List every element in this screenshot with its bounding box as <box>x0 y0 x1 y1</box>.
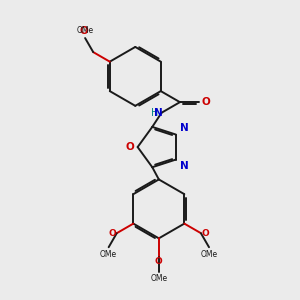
Text: O: O <box>126 142 135 152</box>
Text: O: O <box>201 97 210 107</box>
Text: OMe: OMe <box>76 26 94 35</box>
Text: N: N <box>179 123 188 133</box>
Text: N: N <box>154 108 163 118</box>
Text: O: O <box>155 257 163 266</box>
Text: H: H <box>151 108 159 118</box>
Text: OMe: OMe <box>200 250 218 259</box>
Text: O: O <box>108 229 116 238</box>
Text: O: O <box>79 26 88 36</box>
Text: O: O <box>202 229 209 238</box>
Text: N: N <box>179 161 188 171</box>
Text: OMe: OMe <box>100 250 117 259</box>
Text: OMe: OMe <box>150 274 167 283</box>
